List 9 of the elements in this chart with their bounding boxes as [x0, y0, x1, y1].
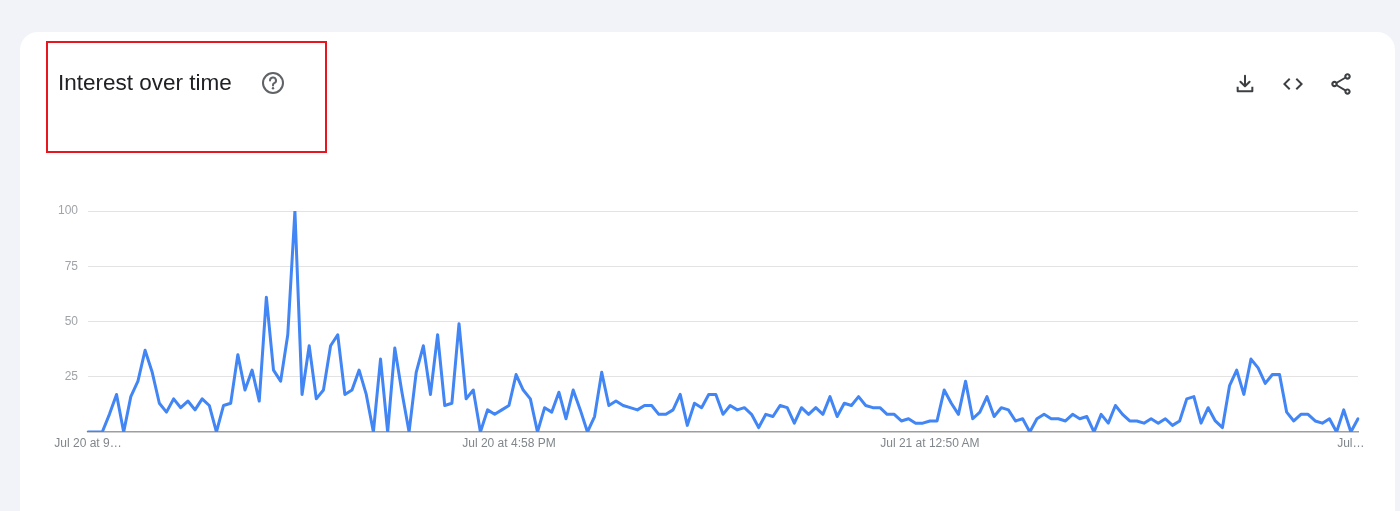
x-tick-label: Jul 20 at 9… — [54, 435, 122, 450]
x-tick-label: Jul… — [1337, 435, 1365, 450]
y-tick-label: 100 — [57, 203, 79, 218]
y-tick-label: 75 — [64, 258, 79, 273]
x-tick-label: Jul 21 at 12:50 AM — [880, 435, 980, 450]
chart-title: Interest over time — [58, 70, 232, 96]
y-tick-label: 50 — [64, 313, 79, 328]
x-tick-label: Jul 20 at 4:58 PM — [462, 435, 556, 450]
y-tick-label: 25 — [64, 369, 79, 384]
